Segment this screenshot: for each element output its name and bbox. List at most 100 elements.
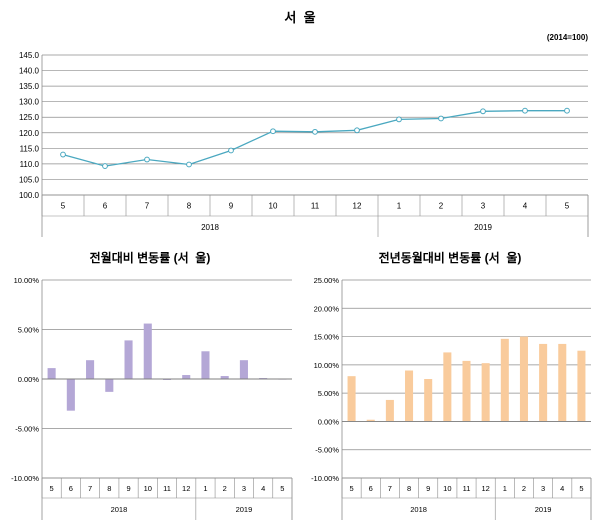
bar (220, 376, 229, 379)
bar (481, 363, 490, 422)
y-tick-label: 125.0 (19, 113, 40, 122)
bar (182, 375, 191, 379)
category-label: 8 (187, 202, 192, 211)
category-label: 12 (353, 202, 362, 211)
bar (66, 379, 75, 411)
y-tick-label: 120.0 (19, 129, 40, 138)
category-label: 2 (439, 202, 444, 211)
base-year-note: (2014=100) (547, 33, 588, 42)
category-label: 11 (463, 484, 471, 493)
category-label: 3 (541, 484, 545, 493)
category-label: 9 (126, 484, 130, 493)
year-label: 2019 (236, 505, 253, 514)
y-tick-label: 5.00% (318, 389, 340, 398)
category-label: 2 (522, 484, 526, 493)
y-tick-label: 10.00% (314, 361, 340, 370)
y-tick-label: 110.0 (20, 160, 40, 169)
category-label: 9 (426, 484, 430, 493)
bar (105, 379, 114, 392)
y-tick-label: 15.00% (314, 333, 340, 342)
category-label: 1 (503, 484, 507, 493)
category-label: 7 (88, 484, 92, 493)
bar (124, 340, 133, 379)
data-point (228, 147, 234, 154)
y-tick-label: 135.0 (19, 82, 40, 91)
data-point (564, 107, 570, 114)
bar (405, 370, 414, 422)
y-tick-label: 25.00% (314, 276, 340, 285)
y-tick-label: 130.0 (19, 98, 40, 107)
category-label: 4 (560, 484, 564, 493)
category-label: 1 (203, 484, 207, 493)
category-label: 5 (565, 202, 570, 211)
bar (519, 336, 528, 422)
category-label: 5 (349, 484, 353, 493)
category-label: 11 (163, 484, 171, 493)
bar (577, 350, 586, 422)
y-tick-label: 115.0 (20, 144, 40, 153)
category-label: 5 (61, 202, 66, 211)
year-label: 2018 (410, 505, 427, 514)
bar (366, 419, 375, 422)
series-line (62, 110, 567, 167)
y-tick-label: -5.00% (15, 425, 39, 434)
bar (47, 368, 56, 379)
data-point (396, 116, 402, 123)
y-tick-label: -10.00% (311, 474, 339, 483)
bar-chart-yoy-change: 전년동월대비 변동률 (서 울) -10.00% -5.00% 0.00% 5.00%… (311, 250, 592, 520)
year-label: 2019 (535, 505, 552, 514)
category-label: 12 (481, 484, 489, 493)
data-point (270, 128, 276, 135)
category-label: 12 (182, 484, 190, 493)
y-tick-label: -10.00% (11, 474, 39, 483)
category-label: 4 (523, 202, 528, 211)
data-point (522, 107, 528, 114)
year-label: 2018 (111, 505, 128, 514)
y-tick-label: 5.00% (18, 326, 40, 335)
y-tick-label: 105.0 (19, 175, 40, 184)
category-label: 6 (103, 202, 108, 211)
bar (462, 360, 471, 422)
data-point (438, 115, 444, 122)
y-tick-label: 20.00% (314, 304, 340, 313)
category-label: 5 (579, 484, 583, 493)
category-label: 7 (145, 202, 150, 211)
category-label: 8 (107, 484, 111, 493)
bar (385, 399, 394, 422)
y-tick-label: 0.00% (318, 417, 340, 426)
data-point (60, 151, 66, 158)
data-point (312, 128, 318, 135)
bar (239, 360, 248, 379)
bar (424, 379, 433, 422)
category-label: 9 (229, 202, 234, 211)
y-tick-label: 100.0 (19, 191, 40, 200)
data-point (102, 163, 108, 169)
category-label: 4 (261, 484, 265, 493)
line-chart-seoul-index: 서 울 (2014=100) 100.0 105.0 110.0 115.0 120.0… (19, 10, 588, 237)
bar (539, 343, 548, 422)
category-label: 6 (369, 484, 373, 493)
year-label: 2018 (201, 223, 219, 232)
bar (443, 352, 452, 422)
year-label: 2019 (474, 223, 492, 232)
bar (201, 351, 210, 379)
bar (86, 360, 95, 379)
bar (347, 376, 356, 422)
data-point (354, 127, 360, 134)
bar-chart-mom-change: 전월대비 변동률 (서 울) -10.00% -5.00% 0.00% 5.00% 10… (11, 250, 293, 520)
category-label: 2 (223, 484, 227, 493)
category-label: 10 (443, 484, 451, 493)
data-point (144, 156, 150, 163)
category-label: 6 (69, 484, 73, 493)
category-label: 3 (481, 202, 486, 211)
category-label: 1 (397, 202, 402, 211)
category-label: 3 (242, 484, 246, 493)
bar (162, 379, 172, 380)
category-label: 5 (280, 484, 284, 493)
data-point (480, 108, 486, 115)
y-tick-label: 140.0 (19, 67, 40, 76)
line-chart-title: 서 울 (284, 10, 315, 25)
yoy-chart-title: 전년동월대비 변동률 (서 울) (379, 250, 522, 265)
category-label: 11 (311, 202, 320, 211)
